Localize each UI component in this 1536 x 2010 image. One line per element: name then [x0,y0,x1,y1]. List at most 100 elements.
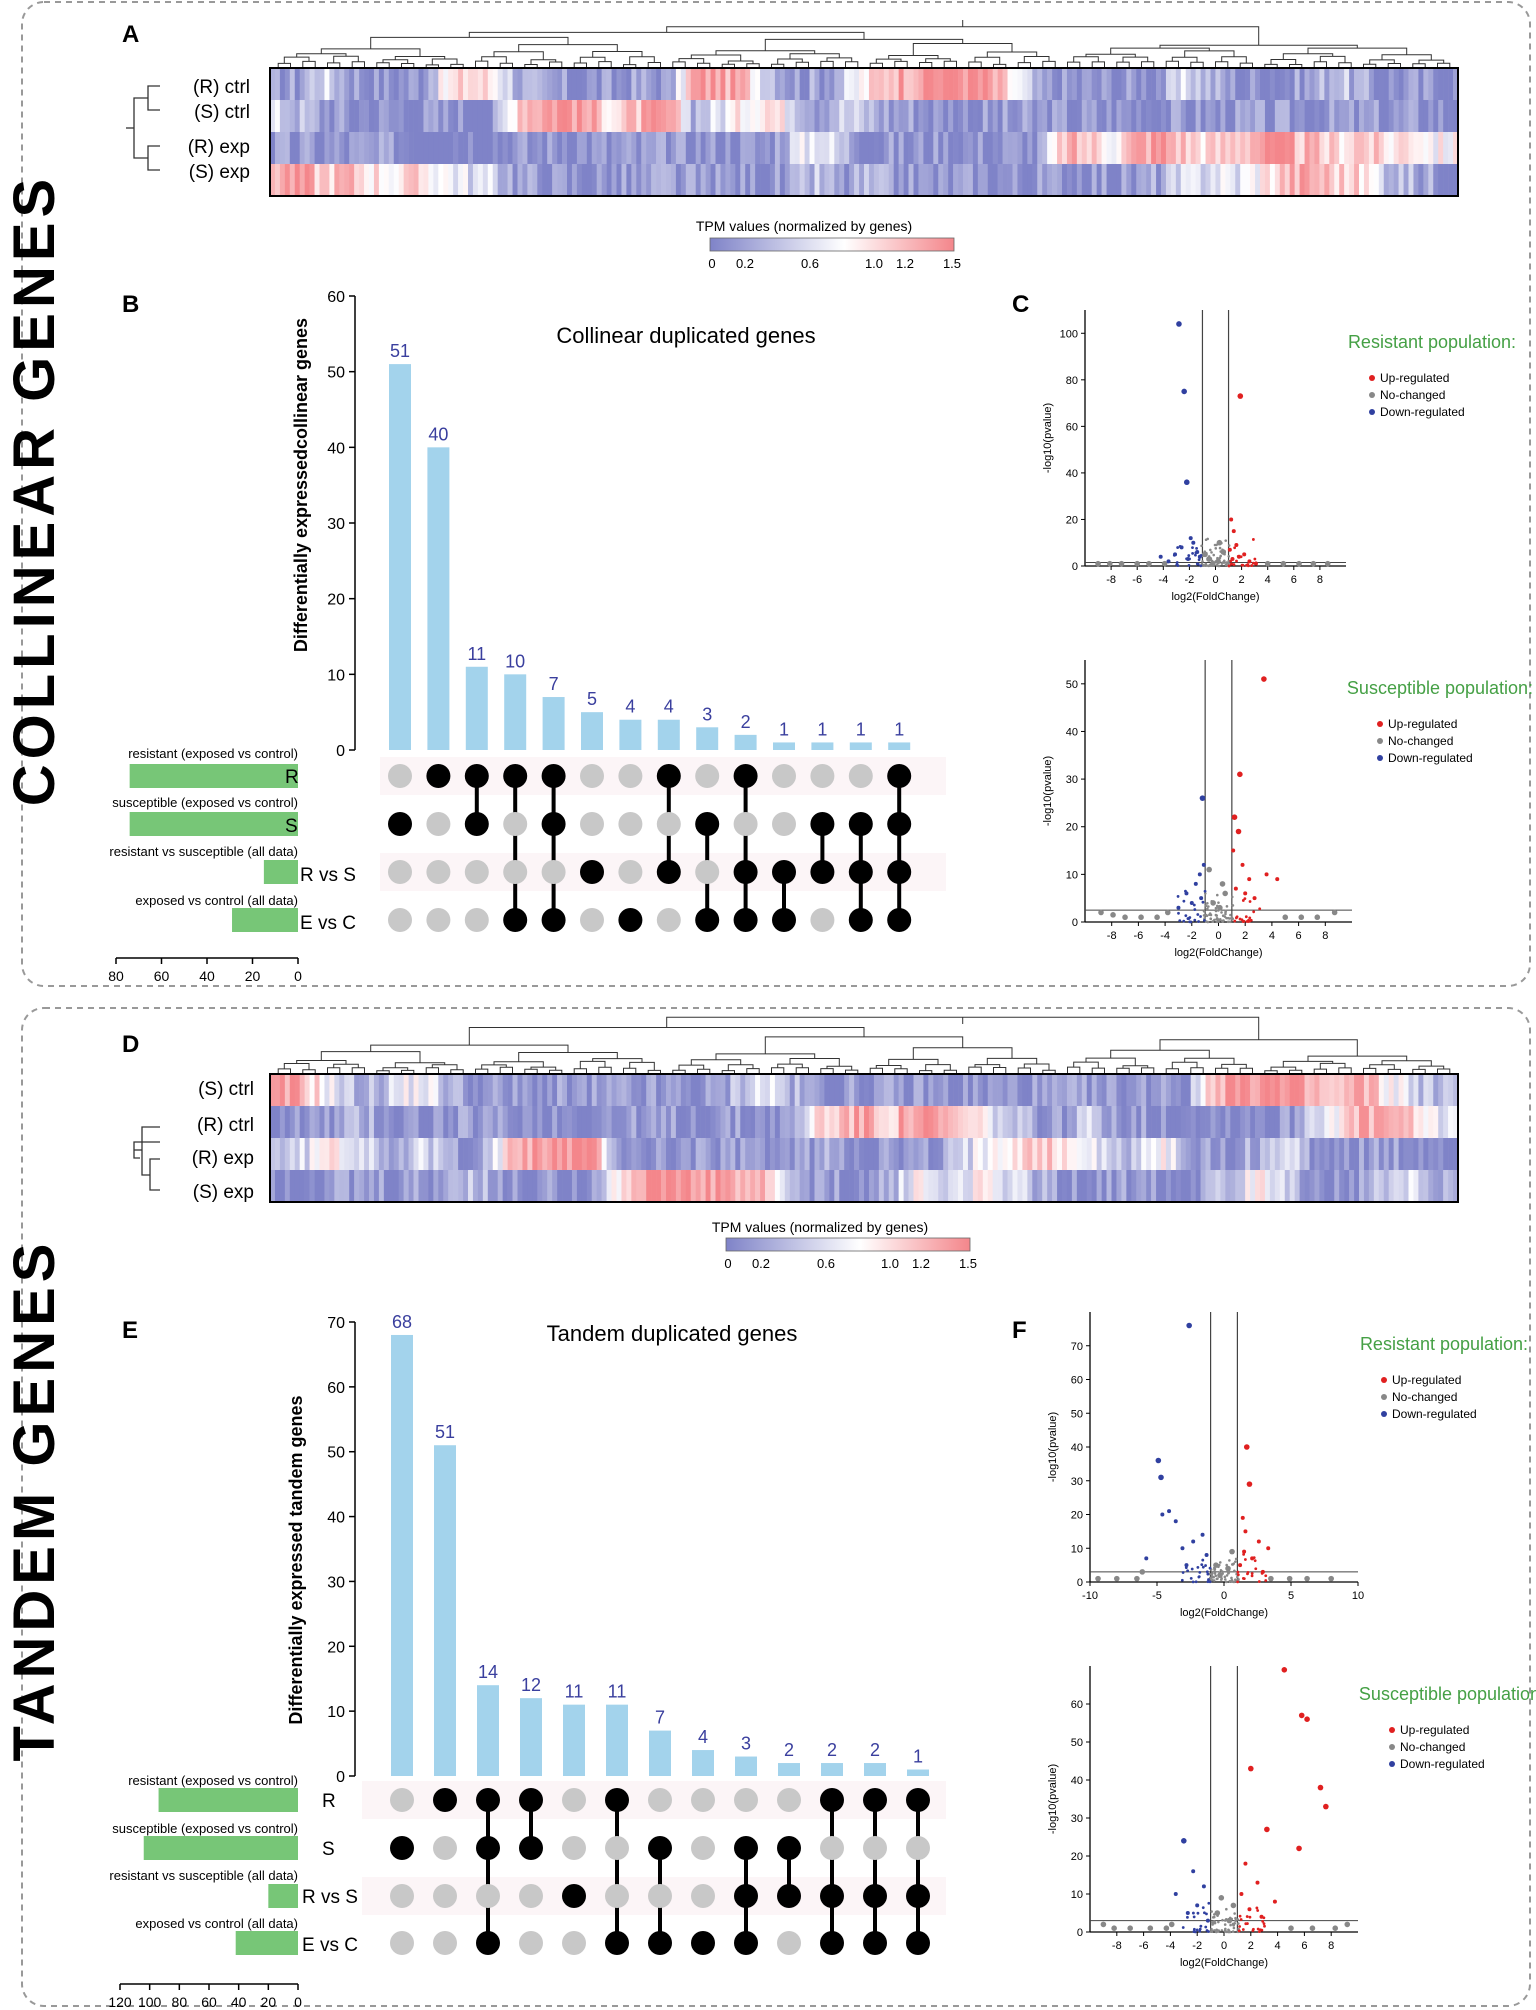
heatmap-cell [1047,164,1053,196]
heatmap-cell [1363,68,1370,100]
heatmap-cell [1062,100,1068,132]
volcano-ylabel: -log10(pvalue) [1042,403,1054,473]
heatmap-cell [547,1106,553,1138]
heatmap-cell [685,1170,692,1202]
heatmap-collinear-scale-title: TPM values (normalized by genes) [696,218,912,234]
heatmap-cell [1007,132,1013,164]
heatmap-cell [1428,1074,1434,1106]
matrix-dot-empty [390,1884,414,1908]
volcano-point-down [1191,551,1194,555]
heatmap-cell [576,132,583,164]
heatmap-cell [819,1106,825,1138]
heatmap-cell [794,68,800,100]
heatmap-cell [1106,1170,1112,1202]
heatmap-cell [378,132,385,164]
dendrogram-branch [573,1068,587,1073]
heatmap-cell [1260,1170,1266,1202]
heatmap-cell [1339,100,1345,132]
heatmap-cell [487,132,494,164]
heatmap-cell [1111,1074,1117,1106]
heatmap-cell [720,132,726,164]
volcano-y-tick-label: 80 [1066,375,1078,387]
volcano-x-tick-label: -8 [1107,930,1117,942]
volcano-point-up [1241,1576,1245,1580]
dendrogram-branch [1381,54,1432,61]
heatmap-cell [646,164,652,196]
matrix-dot-empty [733,812,758,836]
matrix-dot-empty [906,1836,930,1860]
matrix-dot-empty [503,860,528,884]
heatmap-cell [824,1138,830,1170]
heatmap-cell [1304,100,1310,132]
volcano-point-up [1255,1906,1259,1910]
heatmap-cell [725,1074,731,1106]
heatmap-cell [1210,1170,1216,1202]
volcano-point-up [1240,918,1244,922]
heatmap-cell [977,100,984,132]
volcano-point-down [1206,1580,1210,1584]
volcano-point-down [1195,1928,1199,1932]
panel-letter-d: D [122,1031,139,1058]
heatmap-cell [1438,1106,1444,1138]
heatmap-cell [809,132,815,164]
heatmap-cell [1022,100,1028,132]
heatmap-cell [1047,1074,1053,1106]
legend-item: No-changed [1380,388,1445,402]
heatmap-cell [745,100,751,132]
heatmap-collinear-border [269,67,1459,197]
heatmap-cell [388,132,395,164]
volcano-point-up [1237,1929,1241,1933]
heatmap-cell [715,132,721,164]
volcano-point-up [1243,1861,1248,1866]
heatmap-cell [507,164,513,196]
matrix-dot-filled [605,1788,629,1812]
intersection-bar [389,364,411,750]
volcano-point-down [1186,1915,1189,1919]
heatmap-cell [1086,1074,1092,1106]
volcano-xlabel: log2(FoldChange) [1180,1957,1268,1969]
heatmap-cell [1314,1074,1320,1106]
heatmap-cell [576,1138,583,1170]
volcano-point-nochange [1154,914,1160,921]
volcano-point-nochange [1212,1921,1215,1925]
heatmap-cell [1309,1074,1315,1106]
heatmap-cell [1304,132,1310,164]
heatmap-cell [581,100,588,132]
heatmap-cell [1359,1074,1365,1106]
volcano-point-nochange [1210,551,1213,554]
heatmap-cell [596,100,602,132]
heatmap-cell [304,68,310,100]
heatmap-cell [1131,68,1137,100]
heatmap-cell [1309,100,1315,132]
heatmap-cell [1428,1106,1434,1138]
matrix-dot-empty [656,908,681,932]
heatmap-cell [1403,164,1409,196]
heatmap-cell [1339,1106,1345,1138]
heatmap-cell [666,164,672,196]
heatmap-cell [1403,1106,1409,1138]
volcano-point-down [1190,1567,1194,1571]
heatmap-cell [943,1074,949,1106]
intersection-bar [563,1704,585,1776]
heatmap-cell [472,132,479,164]
heatmap-cell [1136,68,1142,100]
heatmap-cell [1329,1106,1335,1138]
matrix-dot-filled [476,1931,500,1955]
heatmap-cell [1220,1138,1226,1170]
volcano-point-nochange [1224,563,1228,567]
heatmap-cell [1037,1170,1043,1202]
heatmap-cell [616,1106,622,1138]
volcano-point-nochange [1344,1921,1351,1928]
intersection-bar [888,742,911,750]
heatmap-cell [537,1170,543,1202]
volcano-point-nochange [1214,547,1218,550]
heatmap-cell [1101,100,1107,132]
heatmap-cell [918,132,924,164]
heatmap-cell [314,1170,320,1202]
volcano-point-down [1195,550,1200,555]
dendrogram-branch [481,56,507,64]
volcano-point-nochange [1228,920,1232,924]
heatmap-cell [765,1074,771,1106]
heatmap-cell [1245,100,1251,132]
